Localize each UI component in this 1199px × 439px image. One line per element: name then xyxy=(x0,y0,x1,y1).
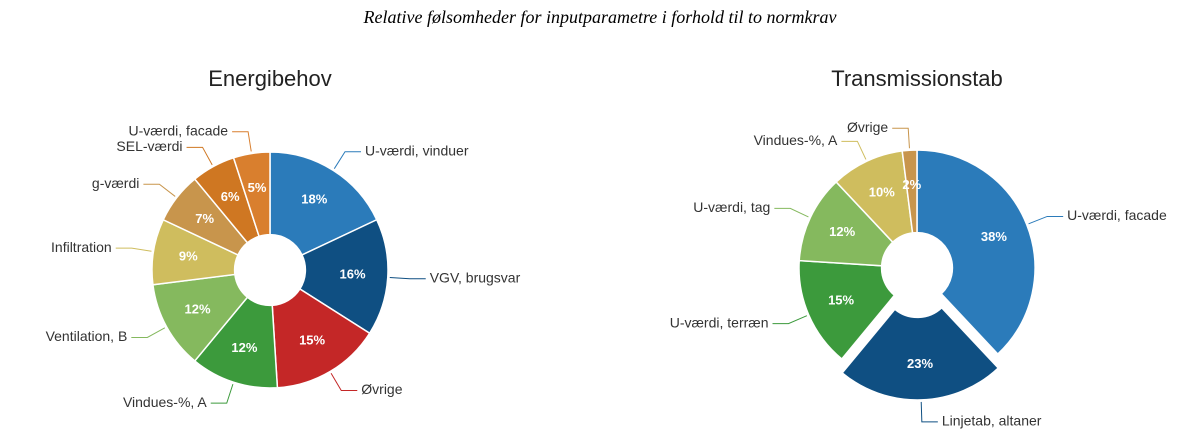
leader-line xyxy=(1028,215,1064,225)
data-label: 12% xyxy=(231,340,257,355)
slice xyxy=(798,259,896,360)
slice xyxy=(271,287,371,389)
slice-label: Vindues-%, A xyxy=(754,132,838,148)
data-label: 12% xyxy=(829,224,855,239)
data-label: 38% xyxy=(981,229,1007,244)
slice-label: Ventilation, B xyxy=(46,328,128,344)
chart-title: Energibehov xyxy=(208,66,332,91)
data-label: 16% xyxy=(340,267,366,282)
slice xyxy=(901,149,918,234)
page-title: Relative følsomheder for inputparametre … xyxy=(363,7,837,27)
slice-label: Linjetab, altaner xyxy=(942,413,1042,429)
data-label: 10% xyxy=(869,185,895,200)
slice-label: Vindues-%, A xyxy=(123,394,207,410)
slice-label: Infiltration xyxy=(51,239,112,255)
leader-line xyxy=(333,151,362,169)
leader-line xyxy=(920,401,938,423)
leader-line xyxy=(186,146,213,166)
slice xyxy=(232,151,271,238)
leader-line xyxy=(131,327,166,338)
data-label: 5% xyxy=(248,180,267,195)
data-label: 15% xyxy=(828,292,854,307)
data-label: 15% xyxy=(299,333,325,348)
slice-label: Øvrige xyxy=(361,381,402,397)
slice-label: SEL-værdi xyxy=(116,138,182,154)
slice xyxy=(269,151,378,256)
leader-line xyxy=(330,373,358,392)
leader-line xyxy=(389,277,426,280)
slice xyxy=(298,218,389,335)
leader-line xyxy=(210,383,234,404)
data-label: 23% xyxy=(907,356,933,371)
data-label: 12% xyxy=(185,301,211,316)
leader-line xyxy=(774,207,809,218)
data-label: 9% xyxy=(179,249,198,264)
data-label: 18% xyxy=(301,192,327,207)
slice-label: VGV, brugsvar xyxy=(430,269,521,285)
leader-line xyxy=(772,315,808,325)
leader-line xyxy=(232,131,252,152)
slice xyxy=(841,306,1000,401)
slice-label: U-værdi, facade xyxy=(129,122,229,138)
slice-label: U-værdi, vinduer xyxy=(365,142,469,158)
slice-label: U-værdi, terræn xyxy=(670,314,769,330)
slice-label: Øvrige xyxy=(847,119,888,135)
leader-line xyxy=(841,140,867,160)
leader-line xyxy=(892,127,910,149)
data-label: 6% xyxy=(221,189,240,204)
data-label: 2% xyxy=(902,177,921,192)
chart-title: Transmissionstab xyxy=(831,66,1003,91)
slice xyxy=(916,149,1036,356)
leader-line xyxy=(115,247,152,252)
leader-line xyxy=(143,183,176,197)
data-label: 7% xyxy=(195,211,214,226)
slice-label: g-værdi xyxy=(92,175,139,191)
slice-label: U-værdi, facade xyxy=(1067,207,1167,223)
slice-label: U-værdi, tag xyxy=(693,199,770,215)
